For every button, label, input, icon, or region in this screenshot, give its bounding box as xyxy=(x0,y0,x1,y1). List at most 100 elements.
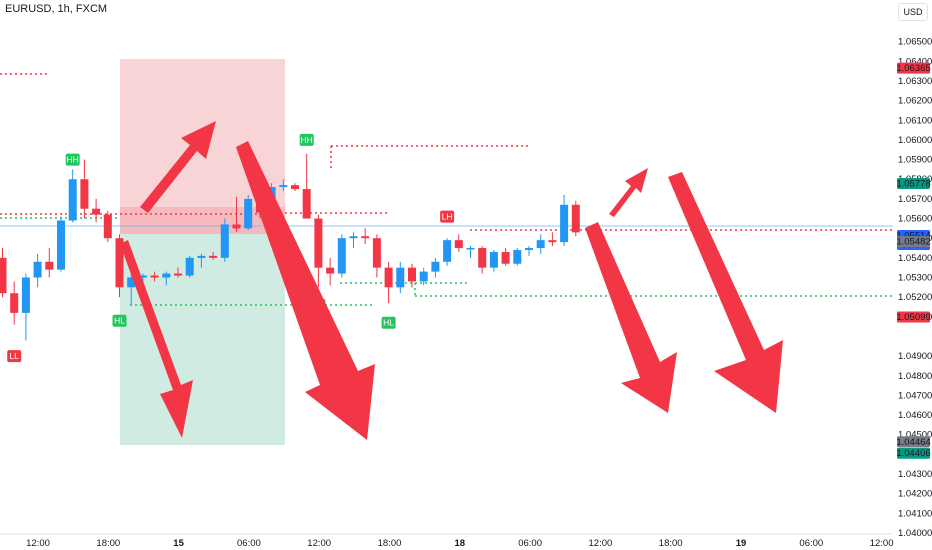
candle-body xyxy=(536,240,545,249)
candle-body xyxy=(138,275,147,278)
swing-label: LL xyxy=(7,350,22,363)
price-tick: 1.05700 xyxy=(898,194,932,205)
candle xyxy=(232,196,241,233)
candle xyxy=(501,248,510,266)
price-badge-text: 1.04464 xyxy=(896,437,930,448)
candle xyxy=(33,253,42,288)
swing-label: HH xyxy=(65,153,80,166)
price-badge: 1.05099 xyxy=(896,311,931,323)
price-badge-bg xyxy=(897,236,930,248)
price-tick: 1.06300 xyxy=(898,76,932,87)
time-tick: 12:00 xyxy=(26,538,50,549)
candle-body xyxy=(209,255,218,258)
swing-label-text: LH xyxy=(442,212,453,222)
time-tick: 19 xyxy=(736,538,747,549)
time-tick: 06:00 xyxy=(799,538,823,549)
candle-body xyxy=(33,261,42,278)
candle xyxy=(115,234,124,298)
price-badge-bg xyxy=(897,178,930,190)
price-tick: 1.04800 xyxy=(898,371,932,382)
candle xyxy=(361,228,370,245)
candle xyxy=(92,198,101,223)
candle-body xyxy=(384,267,393,288)
price-tick: 1.05600 xyxy=(898,214,932,225)
candle xyxy=(560,194,569,247)
price-badge-bg xyxy=(897,436,930,448)
arrow-up-2 xyxy=(609,168,648,217)
symbol-title: EURUSD, 1h, FXCM xyxy=(5,3,108,15)
swing-label-text: HL xyxy=(114,316,125,326)
time-tick: 12:00 xyxy=(870,538,894,549)
candle xyxy=(209,251,218,260)
candle xyxy=(244,194,253,231)
candle-body xyxy=(489,251,498,268)
candle xyxy=(57,216,65,272)
candle xyxy=(466,246,475,258)
time-tick: 06:00 xyxy=(237,538,261,549)
candle xyxy=(162,271,171,286)
candle xyxy=(408,263,416,288)
candle xyxy=(314,214,323,288)
candle-body xyxy=(279,185,288,188)
price-badge-text: 1.05778 xyxy=(896,179,930,190)
candle xyxy=(536,234,545,254)
price-tick: 1.04500 xyxy=(898,430,932,441)
candle-body xyxy=(92,208,101,215)
swing-label-text: HL xyxy=(383,318,394,328)
price-badge-bg xyxy=(897,311,930,323)
time-tick: 12:00 xyxy=(307,538,331,549)
candle xyxy=(478,246,487,274)
candle-body xyxy=(513,249,522,264)
swing-label-text: HH xyxy=(67,155,79,165)
candle xyxy=(220,218,229,262)
candle xyxy=(571,200,580,237)
price-tick: 1.05300 xyxy=(898,273,932,284)
candle xyxy=(0,248,7,298)
price-badge-text: 1.05099 xyxy=(896,312,930,323)
candle xyxy=(279,179,288,192)
candle xyxy=(326,257,335,286)
candle xyxy=(337,234,346,278)
currency-button[interactable]: USD xyxy=(898,3,928,21)
price-tick: 1.06200 xyxy=(898,96,932,107)
candle xyxy=(384,261,393,304)
arrow-down-3 xyxy=(585,222,677,413)
candle-body xyxy=(197,255,206,258)
candle-body xyxy=(291,185,299,190)
candle-body xyxy=(57,220,65,270)
price-badge: 1.06365 xyxy=(896,62,931,74)
price-badge: 1.04406 xyxy=(896,447,931,459)
candle-body xyxy=(314,218,323,268)
candle-body xyxy=(326,267,335,274)
swing-label-bg xyxy=(112,314,127,327)
price-tick: 1.05400 xyxy=(898,253,932,264)
price-tick: 1.04700 xyxy=(898,390,932,401)
candle xyxy=(103,210,112,243)
candle-body xyxy=(349,236,358,239)
candle-body xyxy=(115,238,124,288)
candle-body xyxy=(220,224,229,258)
price-tick: 1.04600 xyxy=(898,410,932,421)
candle-body xyxy=(232,224,241,229)
candle-body xyxy=(501,251,510,264)
candle xyxy=(443,238,452,266)
swing-label-text: LL xyxy=(9,351,19,361)
time-tick: 18 xyxy=(455,538,466,549)
price-badge-text: 1.06365 xyxy=(896,63,930,74)
candle-body xyxy=(244,198,253,229)
price-badge: 1.05482 xyxy=(896,236,931,248)
price-axis[interactable]: 1.06500 1.06400 1.06300 1.06200 1.06100 1.060… xyxy=(893,0,932,550)
candle-body xyxy=(174,273,182,276)
price-tick: 1.06400 xyxy=(898,56,932,67)
candle xyxy=(525,246,533,256)
time-axis[interactable]: 12:00 18:00 15 06:00 12:00 18:00 18 06:00 12:00 1… xyxy=(0,533,894,549)
candle-body xyxy=(443,240,452,262)
price-badge-text: 1.05514 xyxy=(896,230,930,241)
candle-body xyxy=(127,277,136,288)
swing-label-bg xyxy=(299,133,314,146)
candle xyxy=(80,159,89,219)
swing-label-bg xyxy=(381,316,396,329)
candle xyxy=(548,232,557,247)
candle-body xyxy=(150,275,159,278)
